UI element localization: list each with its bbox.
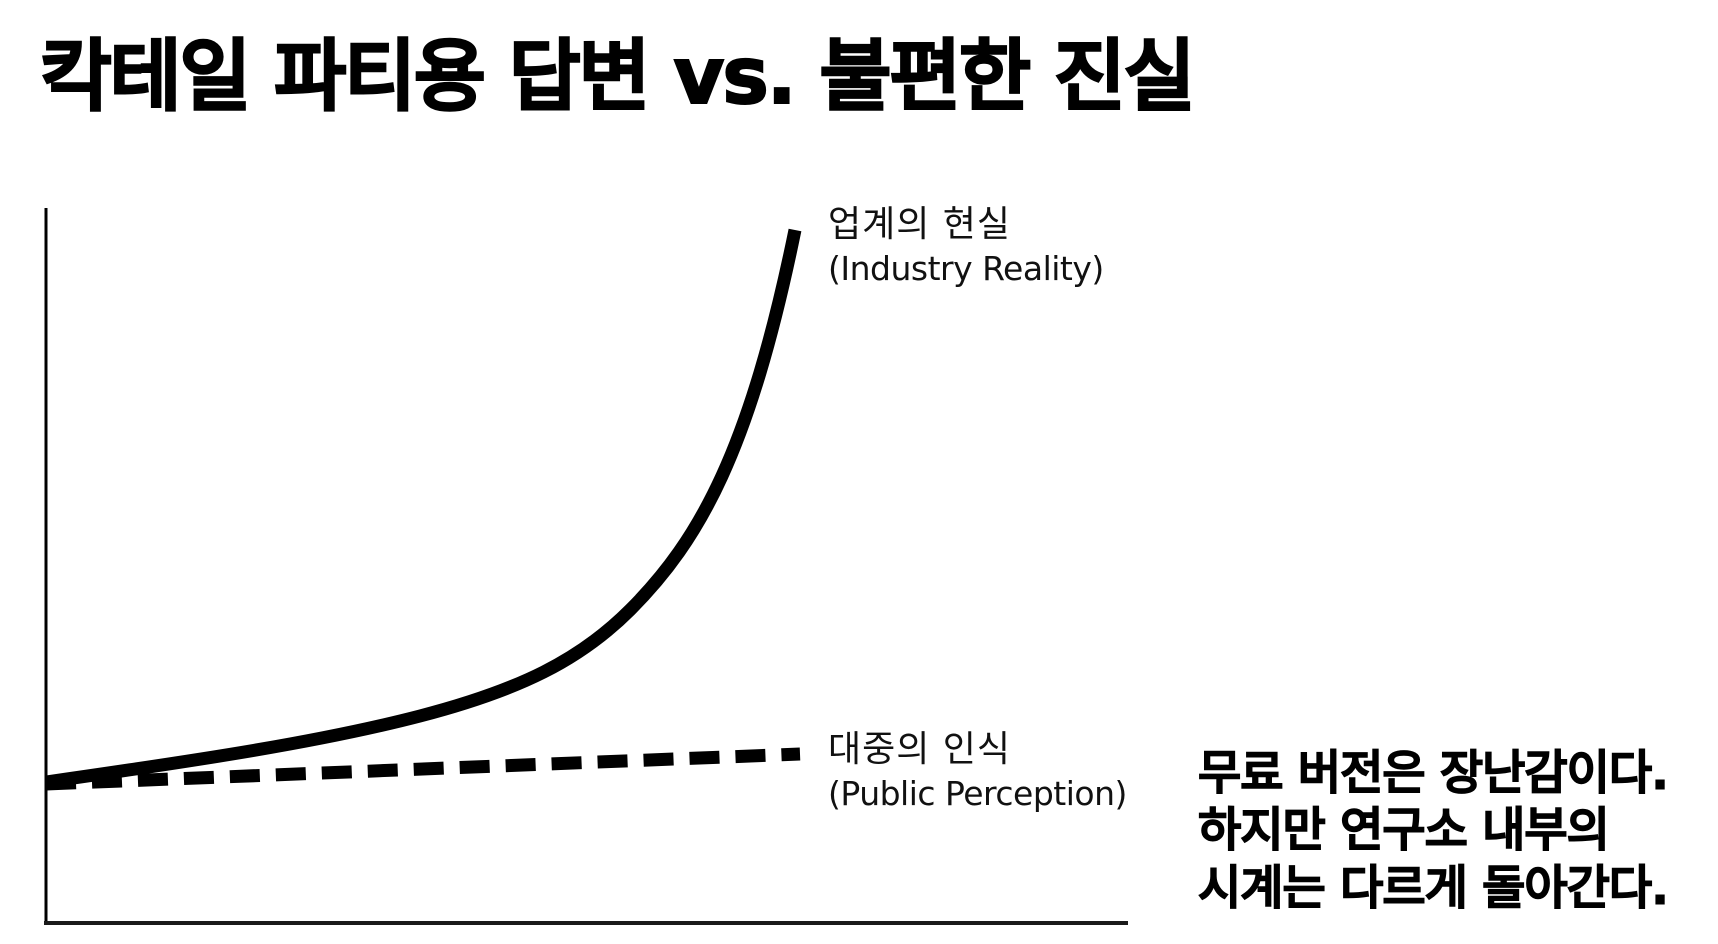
callout-text: 무료 버전은 장난감이다. 하지만 연구소 내부의 시계는 다르게 돌아간다. xyxy=(1198,745,1670,917)
industry-reality-label-en: (Industry Reality) xyxy=(828,249,1104,289)
callout-line-3: 시계는 다르게 돌아간다. xyxy=(1198,860,1670,916)
industry-reality-label: 업계의 현실 (Industry Reality) xyxy=(828,202,1104,290)
industry-reality-curve xyxy=(45,228,802,789)
callout-line-1: 무료 버전은 장난감이다. xyxy=(1198,745,1670,801)
public-perception-line xyxy=(45,747,801,791)
public-perception-label-ko: 대중의 인식 xyxy=(828,729,1012,770)
public-perception-label: 대중의 인식 (Public Perception) xyxy=(828,727,1127,815)
public-perception-label-en: (Public Perception) xyxy=(828,774,1127,814)
industry-reality-label-ko: 업계의 현실 xyxy=(828,204,1012,245)
page-title: 칵테일 파티용 답변 vs. 불편한 진실 xyxy=(39,32,1197,122)
callout-line-2: 하지만 연구소 내부의 xyxy=(1198,803,1611,859)
